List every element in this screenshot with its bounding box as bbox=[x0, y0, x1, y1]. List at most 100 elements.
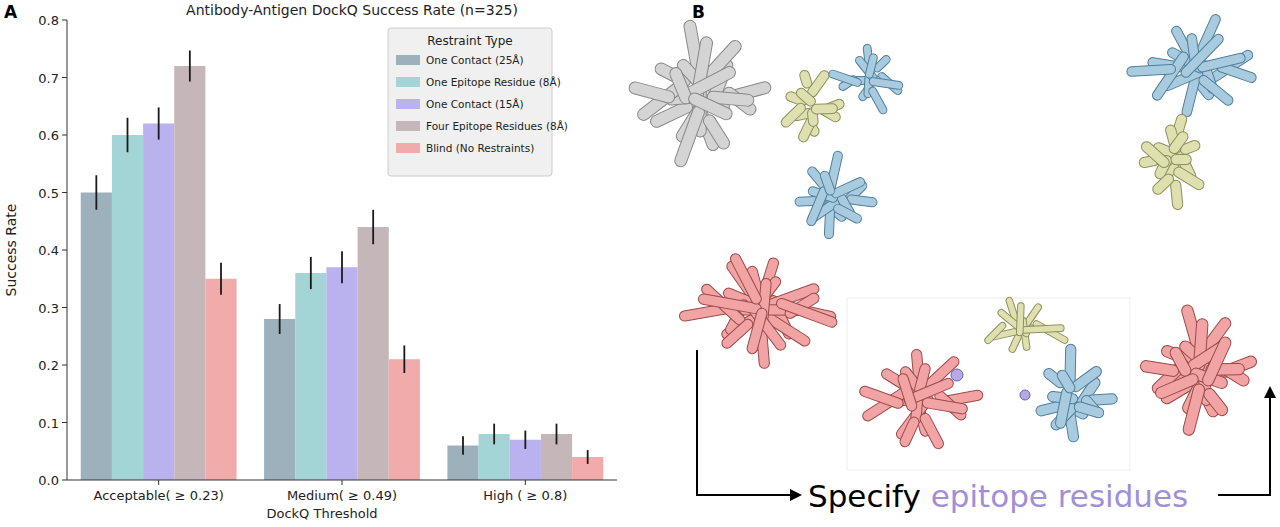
error-bar bbox=[279, 304, 281, 334]
arrowhead bbox=[790, 489, 802, 501]
y-tick-label: 0.4 bbox=[38, 243, 59, 258]
protein-strand bbox=[1170, 180, 1183, 210]
error-bar bbox=[127, 118, 129, 153]
y-tick-label: 0.0 bbox=[38, 473, 59, 488]
bar bbox=[205, 279, 236, 480]
protein-strand bbox=[746, 307, 768, 355]
error-bar bbox=[524, 431, 526, 449]
chart-title: Antibody-Antigen DockQ Success Rate (n=3… bbox=[186, 2, 518, 18]
protein-strand bbox=[1016, 303, 1024, 336]
x-tick-label: High ( ≥ 0.8) bbox=[483, 488, 567, 503]
protein-strand bbox=[673, 104, 706, 168]
protein-strand bbox=[775, 297, 838, 329]
error-bar bbox=[403, 345, 405, 373]
legend-label: One Epitope Residue (8Å) bbox=[426, 76, 561, 88]
error-bar bbox=[220, 263, 222, 295]
panel-label: A bbox=[4, 2, 18, 22]
annotation-text: Specify bbox=[808, 478, 921, 514]
x-tick bbox=[342, 480, 343, 485]
protein-strand bbox=[828, 69, 862, 87]
error-bar bbox=[158, 107, 160, 139]
protein-strand bbox=[1171, 154, 1191, 164]
epitope-residue bbox=[951, 369, 963, 381]
protein-strand bbox=[983, 321, 1007, 345]
error-bar bbox=[372, 210, 374, 245]
y-tick-label: 0.2 bbox=[38, 358, 59, 373]
legend-label: Blind (No Restraints) bbox=[426, 142, 534, 154]
protein-strand bbox=[918, 412, 945, 451]
legend: Restraint Type One Contact (25Å) One Epito… bbox=[388, 28, 568, 176]
bar bbox=[389, 359, 420, 480]
bar bbox=[81, 193, 112, 481]
y-tick-label: 0.6 bbox=[38, 128, 59, 143]
protein-strand bbox=[1127, 64, 1176, 76]
protein-strand bbox=[830, 176, 866, 199]
protein-strand bbox=[922, 397, 969, 415]
legend-swatch bbox=[396, 121, 420, 131]
protein-strand bbox=[687, 91, 734, 122]
protein-strand bbox=[819, 170, 836, 196]
protein-strand bbox=[1019, 325, 1064, 334]
protein-strand bbox=[1179, 32, 1225, 79]
legend-title: Restraint Type bbox=[427, 34, 512, 48]
bar bbox=[295, 273, 326, 480]
x-axis-label: DockQ Threshold bbox=[266, 506, 377, 521]
y-tick bbox=[62, 192, 67, 193]
figure: A Antibody-Antigen DockQ Success Rate (n=… bbox=[0, 0, 1280, 527]
y-tick bbox=[62, 422, 67, 423]
y-tick bbox=[62, 20, 67, 21]
error-bar bbox=[493, 424, 495, 445]
y-tick bbox=[62, 250, 67, 251]
bar bbox=[358, 227, 389, 480]
legend-swatch bbox=[396, 55, 420, 65]
error-bar bbox=[189, 50, 191, 81]
protein-strand bbox=[897, 372, 918, 412]
bar bbox=[143, 124, 174, 481]
protein-strand bbox=[1167, 130, 1190, 156]
arrowhead bbox=[1264, 386, 1276, 398]
y-tick bbox=[62, 307, 67, 308]
protein-strand bbox=[1182, 383, 1206, 437]
arrow bbox=[1218, 398, 1270, 495]
protein-strand bbox=[898, 415, 920, 448]
bar bbox=[326, 267, 357, 480]
protein-strand bbox=[865, 53, 878, 79]
legend-label: One Contact (25Å) bbox=[426, 54, 524, 66]
legend-label: One Contact (15Å) bbox=[426, 98, 524, 110]
protein-strand bbox=[858, 385, 904, 410]
protein-strand bbox=[628, 81, 676, 105]
legend-swatch bbox=[396, 143, 420, 153]
inset-frame bbox=[847, 298, 1130, 470]
panel-label: B bbox=[692, 2, 705, 22]
protein-strand bbox=[1201, 386, 1229, 418]
x-tick bbox=[158, 480, 159, 485]
error-bar bbox=[587, 450, 589, 464]
protein-strand bbox=[867, 86, 888, 115]
arrow bbox=[697, 350, 790, 495]
x-tick-label: Acceptable( ≥ 0.23) bbox=[93, 488, 223, 503]
y-axis-label: Success Rate bbox=[3, 204, 19, 297]
protein-strand bbox=[1139, 140, 1171, 170]
annotation: Specify epitope residues bbox=[808, 478, 1188, 514]
protein-strand bbox=[1055, 368, 1077, 394]
error-bar bbox=[310, 257, 312, 289]
bar bbox=[264, 319, 295, 480]
y-tick-label: 0.5 bbox=[38, 186, 59, 201]
y-tick bbox=[62, 365, 67, 366]
legend-swatch bbox=[396, 99, 420, 109]
protein-strand bbox=[832, 203, 863, 225]
y-tick bbox=[62, 77, 67, 78]
inset bbox=[847, 297, 1130, 470]
y-tick bbox=[62, 480, 67, 481]
protein-strand bbox=[811, 104, 837, 114]
protein-strand bbox=[1151, 172, 1176, 196]
protein-strand bbox=[1201, 335, 1233, 388]
bar bbox=[112, 135, 143, 480]
legend-label: Four Epitope Residues (8Å) bbox=[426, 120, 568, 132]
protein-strand bbox=[779, 101, 807, 129]
error-bar bbox=[556, 424, 558, 445]
annotation-highlight: epitope residues bbox=[931, 478, 1189, 514]
structures bbox=[628, 13, 1258, 437]
bar bbox=[174, 66, 205, 480]
error-bar bbox=[341, 251, 343, 283]
